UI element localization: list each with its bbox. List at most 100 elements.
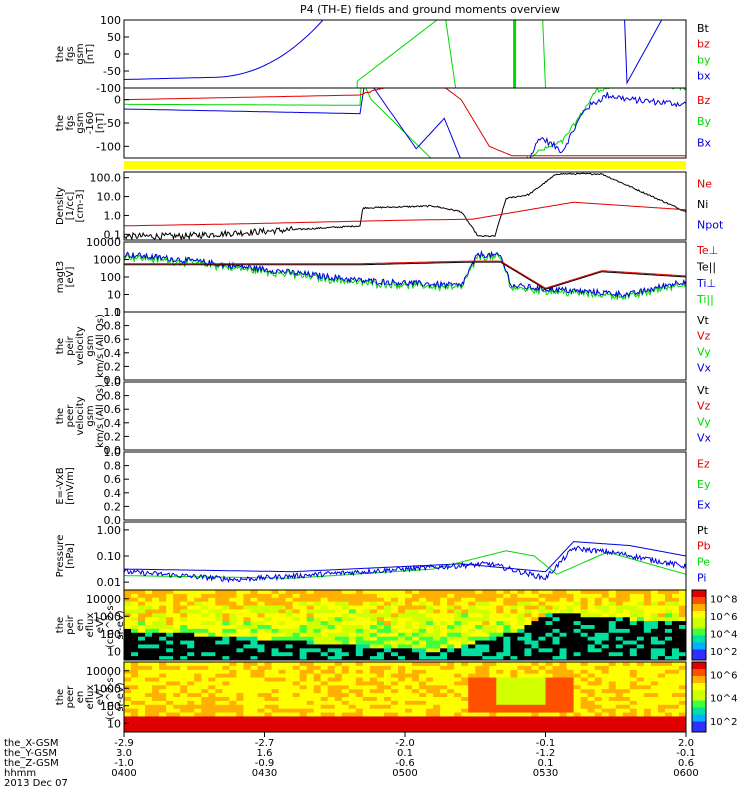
spectrogram-cell — [383, 716, 392, 721]
spectrogram-cell — [138, 648, 146, 653]
spectrogram-cell — [208, 677, 216, 683]
spectrogram-cell — [208, 632, 216, 638]
spectrogram-cell — [552, 728, 561, 732]
spectrogram-cell — [636, 724, 645, 729]
spectrogram-cell — [433, 617, 441, 622]
spectrogram-cell — [664, 708, 673, 714]
spectrogram-cell — [545, 662, 554, 667]
spectrogram-cell — [264, 708, 273, 714]
spectrogram-cell — [489, 700, 497, 706]
spectrogram-cell — [278, 613, 287, 618]
spectrogram-cell — [629, 720, 638, 725]
spectrogram-cell — [580, 685, 589, 690]
spectrogram-cell — [243, 605, 252, 611]
spectrogram-cell — [201, 712, 209, 718]
spectrogram-cell — [552, 617, 561, 622]
spectrogram-cell — [412, 697, 420, 702]
spectrogram-cell — [215, 640, 223, 646]
spectrogram-cell — [369, 613, 378, 618]
y-axis-label-line: velocity — [75, 326, 86, 365]
spectrogram-cell — [643, 644, 652, 649]
spectrogram-cell — [622, 720, 631, 725]
spectrogram-cell — [138, 685, 146, 690]
spectrogram-cell — [250, 609, 259, 614]
spectrogram-cell — [489, 593, 497, 599]
spectrogram-cell — [503, 593, 511, 599]
colorbar-band — [692, 639, 706, 643]
spectrogram-cell — [531, 693, 540, 698]
spectrogram-cell — [433, 662, 441, 667]
spectrogram-cell — [517, 593, 526, 599]
spectrogram-cell — [468, 728, 476, 732]
spectrogram-cell — [138, 673, 146, 679]
spectrogram-cell — [496, 689, 504, 694]
spectrogram-cell — [334, 697, 343, 702]
spectrogram-cell — [538, 617, 547, 622]
spectrogram-cell — [489, 662, 497, 667]
y-axis-label-line: E=-VxB — [55, 467, 66, 504]
spectrogram-cell — [594, 605, 603, 611]
spectrogram-cell — [440, 669, 448, 675]
spectrogram-cell — [201, 609, 209, 614]
spectrogram-cell — [587, 693, 596, 698]
y-tick-label: 0.8 — [104, 390, 122, 403]
spectrogram-cell — [447, 590, 455, 595]
spectrogram-cell — [264, 685, 273, 690]
y-tick-label: 0.6 — [104, 473, 122, 486]
spectrogram-cell — [348, 708, 357, 714]
spectrogram-cell — [573, 621, 582, 626]
spectrogram-cell — [538, 656, 547, 660]
spectrogram-cell — [608, 712, 617, 718]
spectrogram-cell — [433, 669, 441, 675]
spectrogram-cell — [594, 673, 603, 679]
spectrogram-cell — [194, 601, 202, 607]
spectrogram-cell — [334, 677, 343, 683]
spectrogram-cell — [531, 605, 540, 611]
spectrogram-cell — [678, 617, 686, 622]
spectrogram-cell — [454, 700, 462, 706]
spectrogram-cell — [622, 648, 631, 653]
spectrogram-cell — [622, 590, 631, 595]
spectrogram-cell — [671, 656, 680, 660]
spectrogram-cell — [201, 593, 209, 599]
spectrogram-cell — [334, 648, 343, 653]
spectrogram-cell — [320, 644, 329, 649]
spectrogram-cell — [524, 681, 533, 686]
spectrogram-cell — [510, 640, 518, 646]
spectrogram-cell — [222, 652, 230, 657]
spectrogram-cell — [159, 644, 167, 649]
spectrogram-cell — [566, 716, 575, 721]
spectrogram-cell — [559, 597, 568, 603]
spectrogram-cell — [124, 613, 132, 618]
spectrogram-cell — [285, 590, 294, 595]
spectrogram-cell — [552, 708, 561, 714]
spectrogram-cell — [538, 697, 547, 702]
spectrogram-cell — [454, 708, 462, 714]
spectrogram-cell — [215, 716, 223, 721]
spectrogram-cell — [355, 656, 364, 660]
spectrogram-cell — [643, 609, 652, 614]
spectrogram-cell — [145, 681, 153, 686]
spectrogram-cell — [601, 697, 610, 702]
spectrogram-cell — [355, 617, 364, 622]
spectrogram-cell — [257, 617, 266, 622]
spectrogram-cell — [222, 617, 230, 622]
spectrogram-cell — [166, 632, 174, 638]
spectrogram-cell — [636, 662, 645, 667]
spectrogram-cell — [208, 665, 216, 671]
y-tick-label: 0.0 — [104, 444, 122, 457]
spectrogram-cell — [376, 662, 385, 667]
spectrogram-cell — [138, 652, 146, 657]
spectrogram-cell — [369, 644, 378, 649]
spectrogram-cell — [643, 693, 652, 698]
colorbar-label: 10^2 — [710, 647, 737, 658]
spectrogram-cell — [447, 648, 455, 653]
spectrogram-cell — [468, 628, 476, 634]
spectrogram-cell — [131, 601, 139, 607]
spectrogram-cell — [482, 700, 490, 706]
spectrogram-cell — [559, 652, 568, 657]
x-date-label: 2013 Dec 07 — [4, 778, 68, 789]
spectrogram-cell — [320, 601, 329, 607]
spectrogram-cell — [271, 700, 280, 706]
spectrogram-cell — [299, 662, 308, 667]
